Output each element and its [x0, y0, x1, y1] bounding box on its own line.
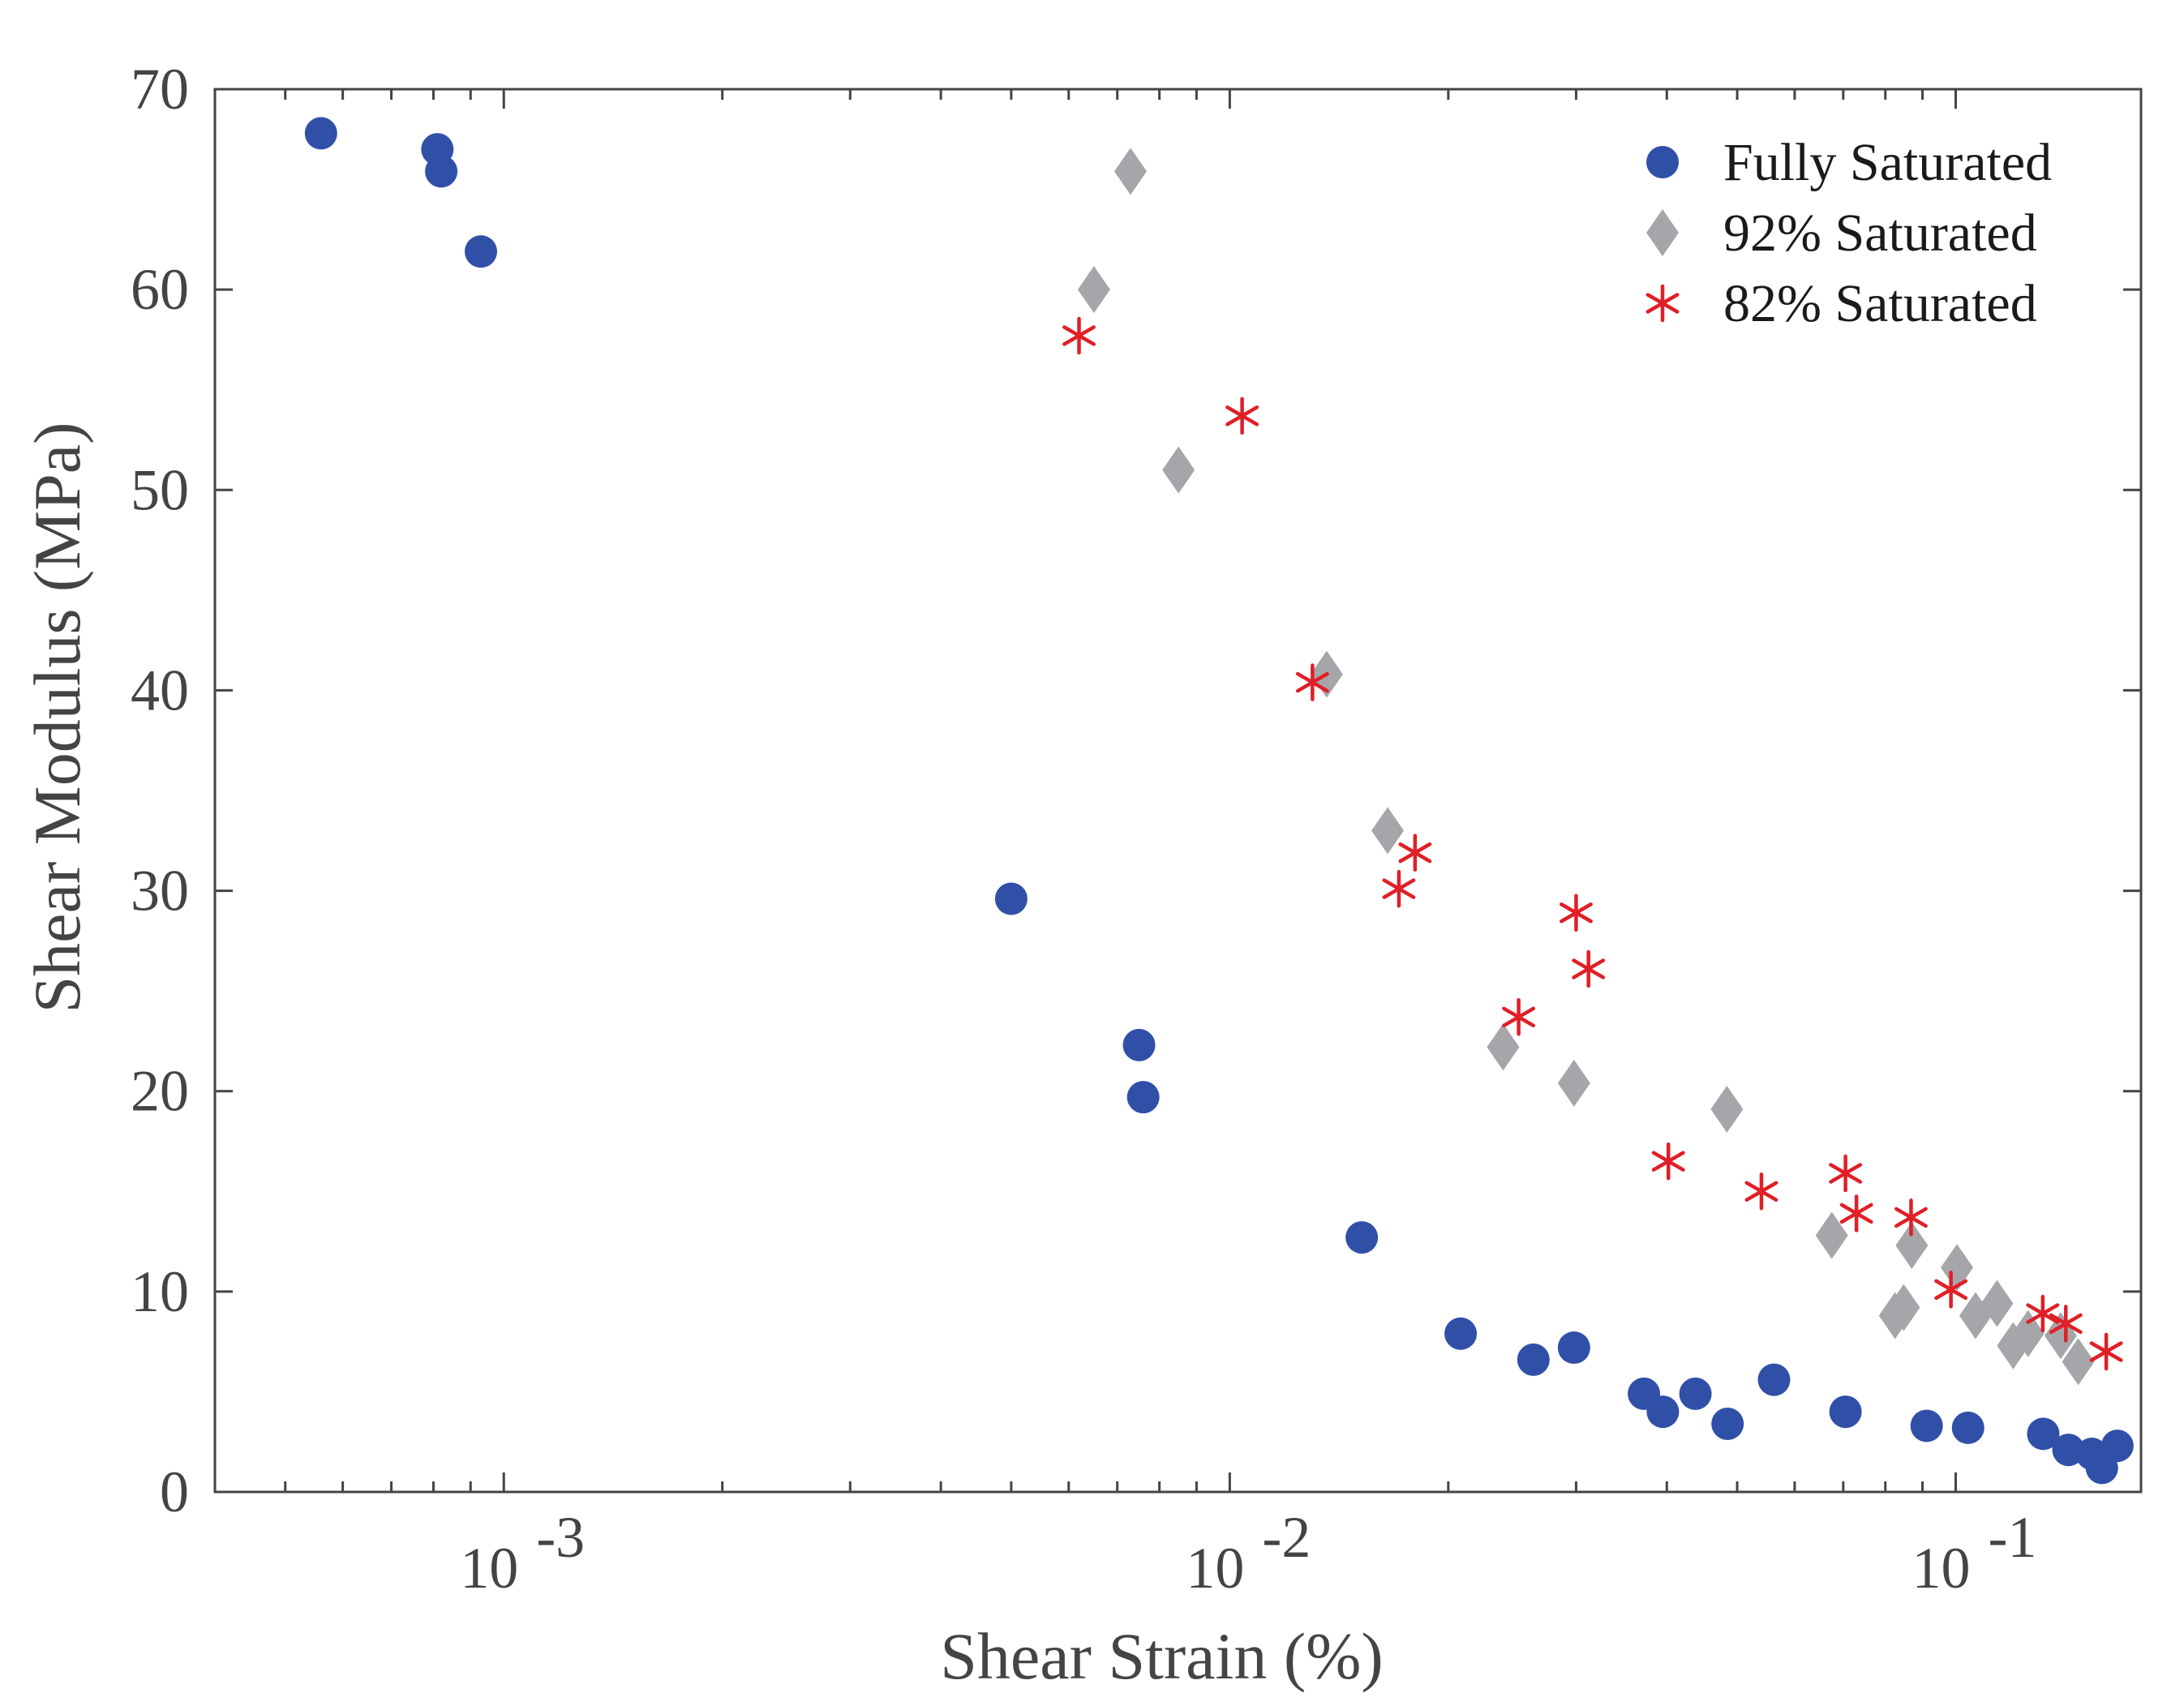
fully-saturated-point: [1517, 1343, 1550, 1376]
fully-saturated-point: [1679, 1377, 1712, 1410]
92-saturated-point: [1895, 1222, 1929, 1270]
fully-saturated-point: [1444, 1317, 1478, 1350]
asterisk-stroke: [1382, 878, 1416, 899]
x-tick-exponent: -2: [1262, 1505, 1311, 1570]
asterisk-stroke: [1398, 842, 1432, 864]
legend-marker-92-saturated: [1646, 209, 1679, 256]
y-tick-label: 40: [131, 658, 189, 722]
92-saturated-point: [2062, 1338, 2095, 1386]
fully-saturated-point: [1345, 1221, 1379, 1254]
axis-ticks: [213, 88, 2141, 1494]
92-saturated-point: [1980, 1280, 2014, 1327]
legend: Fully Saturated 92% Saturated 82% Saturate…: [1646, 133, 2052, 333]
x-tick-label: 10: [1186, 1536, 1244, 1601]
82-saturated-point: [2049, 1305, 2083, 1343]
asterisk-stroke: [1651, 1151, 1685, 1172]
fully-saturated-point: [425, 155, 458, 188]
92-saturated-point: [1114, 148, 1148, 195]
asterisk-stroke: [1934, 1279, 1968, 1301]
82-saturated-point: [1839, 1194, 1873, 1232]
82-saturated-point: [2026, 1294, 2060, 1333]
asterisk-stroke: [2049, 1313, 2083, 1335]
x-tick-label: 10: [460, 1536, 518, 1601]
y-tick-label: 10: [131, 1259, 189, 1324]
legend-marker-fully-saturated: [1646, 146, 1679, 178]
82-saturated-point: [1934, 1271, 1968, 1309]
92-saturated-point: [1162, 446, 1195, 494]
fully-saturated-point: [1951, 1411, 1984, 1444]
asterisk-stroke: [1225, 405, 1259, 426]
fully-saturated-point: [1829, 1395, 1862, 1429]
fully-saturated-point: [994, 882, 1028, 915]
82-saturated-point: [1651, 1142, 1685, 1181]
82-saturated-point: [1560, 894, 1593, 932]
asterisk-stroke: [1894, 1207, 1928, 1228]
fully-saturated-point: [1646, 1395, 1680, 1429]
fully-saturated-point: [2100, 1430, 2134, 1463]
fully-saturated-point: [465, 235, 498, 268]
asterisk-stroke: [1560, 902, 1593, 924]
plot-frame: [213, 88, 2143, 1494]
y-axis-title: Shear Modulus (MPa): [20, 422, 94, 1014]
fully-saturated-point: [1122, 1028, 1156, 1061]
asterisk-stroke: [1502, 1006, 1536, 1028]
92-saturated-point: [1487, 1023, 1520, 1071]
x-tick-label: 10: [1912, 1536, 1970, 1601]
asterisk-stroke: [1829, 1163, 1863, 1184]
y-tick-label: 0: [160, 1460, 189, 1524]
y-tick-label: 20: [131, 1059, 189, 1124]
82-saturated-point: [2089, 1332, 2123, 1371]
82-saturated-point: [1894, 1198, 1928, 1237]
92-saturated-point: [1941, 1244, 1974, 1292]
asterisk-stroke: [1744, 1181, 1779, 1202]
y-tick-label: 60: [131, 257, 189, 322]
tick-labels: 0 10 20 30 40 50 60 70 10 -3 10 -2 10 -1: [131, 57, 2036, 1601]
asterisk-stroke: [2089, 1341, 2123, 1362]
82-saturated-point: [1225, 396, 1259, 435]
y-tick-label: 50: [131, 457, 189, 522]
x-tick-exponent: -1: [1988, 1505, 2036, 1570]
fully-saturated-point: [1757, 1363, 1791, 1396]
x-tick-exponent: -3: [536, 1505, 585, 1570]
92-saturated-point: [2011, 1310, 2045, 1357]
fully-saturated-point: [1557, 1331, 1590, 1365]
fully-saturated-point: [304, 117, 337, 150]
fully-saturated-point: [1910, 1409, 1943, 1442]
legend-label-fully-saturated: Fully Saturated: [1723, 133, 2052, 192]
82-saturated-point: [1572, 949, 1606, 988]
legend-label-92-saturated: 92% Saturated: [1723, 204, 2037, 263]
92-saturated-point: [1815, 1211, 1848, 1259]
data-points: [304, 117, 2134, 1485]
92-saturated-point: [1710, 1085, 1744, 1133]
legend-label-82-saturated: 82% Saturated: [1723, 274, 2037, 333]
x-axis-title: Shear Strain (%): [940, 1619, 1384, 1693]
82-saturated-point: [1502, 998, 1536, 1036]
asterisk-stroke: [1572, 958, 1606, 979]
82-saturated-point: [1382, 869, 1416, 908]
asterisk-stroke: [2026, 1303, 2060, 1324]
asterisk-stroke: [1839, 1202, 1873, 1224]
asterisk-stroke: [1646, 293, 1680, 314]
y-tick-label: 70: [131, 57, 189, 122]
82-saturated-point: [1744, 1172, 1779, 1211]
y-tick-label: 30: [131, 859, 189, 924]
92-saturated-point: [1077, 266, 1110, 314]
82-saturated-point: [1829, 1154, 1863, 1193]
92-saturated-point: [1887, 1284, 1920, 1331]
legend-marker-82-saturated: [1646, 284, 1680, 323]
fully-saturated-point: [1711, 1407, 1744, 1440]
92-saturated-point: [1371, 807, 1405, 855]
asterisk-stroke: [1062, 325, 1096, 346]
92-saturated-point: [1557, 1059, 1590, 1107]
fully-saturated-point: [2027, 1417, 2060, 1451]
82-saturated-point: [1062, 316, 1096, 355]
asterisk-stroke: [1295, 671, 1329, 693]
82-saturated-point: [1295, 663, 1329, 701]
82-saturated-point: [1398, 834, 1432, 872]
fully-saturated-point: [1126, 1081, 1160, 1114]
